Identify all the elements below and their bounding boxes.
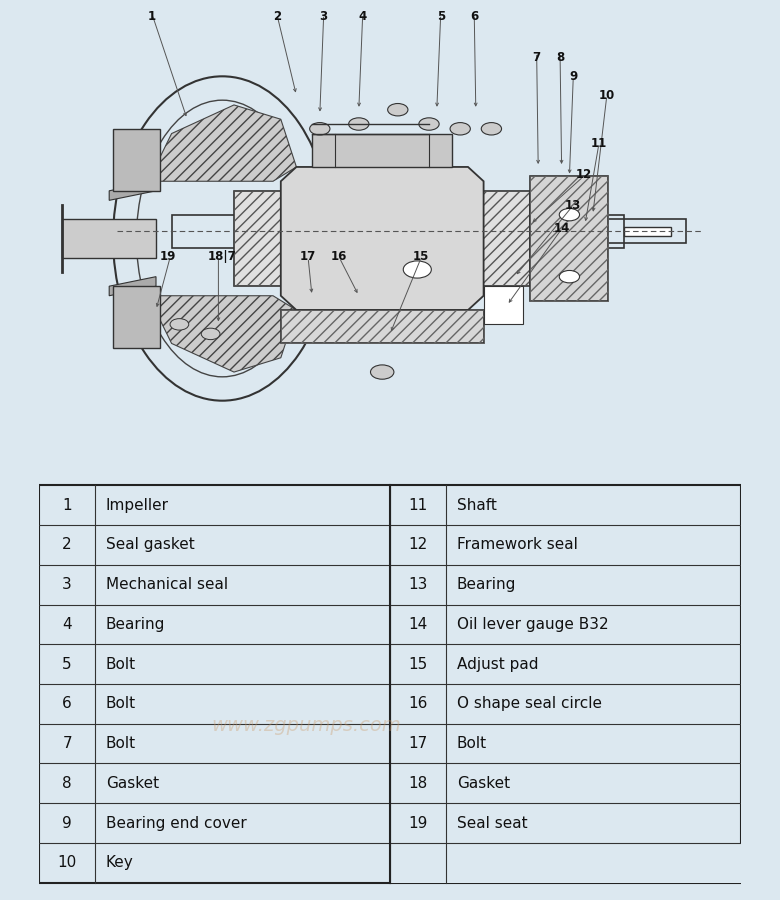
Bar [234,191,328,286]
Text: 14: 14 [409,616,427,632]
Circle shape [559,271,580,283]
Text: 15: 15 [413,250,429,263]
Text: 9: 9 [62,815,72,831]
Text: www.zgpumps.com: www.zgpumps.com [211,716,401,735]
Text: 13: 13 [566,199,581,212]
Bar [234,191,328,286]
Polygon shape [624,227,671,236]
Text: 10: 10 [599,89,615,102]
Text: Bolt: Bolt [106,697,136,711]
Polygon shape [148,296,296,372]
Polygon shape [530,176,608,301]
Text: 7: 7 [62,736,72,752]
Text: 14: 14 [554,222,569,236]
Text: Impeller: Impeller [106,498,168,513]
Text: Framework seal: Framework seal [457,537,577,553]
Bar [437,191,530,286]
Circle shape [403,261,431,278]
Text: 5: 5 [62,657,72,671]
Text: Bearing: Bearing [106,616,165,632]
Text: 17: 17 [409,736,427,752]
Text: 18: 18 [409,776,427,791]
Text: Shaft: Shaft [457,498,497,513]
Text: Seal seat: Seal seat [457,815,527,831]
Text: Key: Key [106,855,133,870]
Circle shape [419,118,439,130]
Bar [437,191,530,286]
Text: 12: 12 [409,537,427,553]
Text: 1: 1 [148,10,156,23]
Text: Bearing: Bearing [457,577,516,592]
Text: 9: 9 [569,70,577,83]
Polygon shape [109,181,156,201]
Text: Mechanical seal: Mechanical seal [106,577,228,592]
Polygon shape [281,167,484,310]
Text: 11: 11 [591,137,607,149]
Text: 16: 16 [409,697,427,711]
Circle shape [388,104,408,116]
Bar [113,129,160,191]
Circle shape [370,364,394,379]
Circle shape [201,328,220,339]
Text: Adjust pad: Adjust pad [457,657,538,671]
Text: 8: 8 [556,50,564,64]
Circle shape [170,319,189,330]
Text: Oil lever gauge B32: Oil lever gauge B32 [457,616,608,632]
Text: Bolt: Bolt [106,657,136,671]
Text: 1: 1 [62,498,72,513]
Text: 3: 3 [320,10,328,23]
Polygon shape [62,220,156,257]
Circle shape [349,118,369,130]
Text: 16: 16 [332,250,347,263]
Text: 4: 4 [359,10,367,23]
Text: O shape seal circle: O shape seal circle [457,697,601,711]
Text: 10: 10 [58,855,76,870]
Polygon shape [281,310,484,344]
Bar [484,286,523,324]
Text: 13: 13 [409,577,427,592]
Text: 18|7: 18|7 [208,250,236,263]
Circle shape [450,122,470,135]
Text: 2: 2 [62,537,72,553]
Text: 19: 19 [409,815,427,831]
Text: 7: 7 [533,50,541,64]
Text: Bearing end cover: Bearing end cover [106,815,246,831]
Text: Seal gasket: Seal gasket [106,537,194,553]
Text: 2: 2 [273,10,281,23]
Bar [390,843,741,883]
Polygon shape [312,133,452,167]
Text: Gasket: Gasket [457,776,510,791]
Text: Bolt: Bolt [106,736,136,752]
Polygon shape [109,276,156,296]
Text: 6: 6 [470,10,478,23]
Text: 8: 8 [62,776,72,791]
Polygon shape [148,105,296,181]
Bar [113,286,160,348]
Text: Gasket: Gasket [106,776,159,791]
Circle shape [559,209,580,220]
Text: 3: 3 [62,577,72,592]
Text: 17: 17 [300,250,316,263]
Circle shape [310,122,330,135]
Text: 19: 19 [160,250,176,263]
Circle shape [481,122,502,135]
Text: Bolt: Bolt [457,736,487,752]
Text: 4: 4 [62,616,72,632]
Text: 5: 5 [437,10,445,23]
Text: 12: 12 [576,167,591,181]
Text: 15: 15 [409,657,427,671]
Text: 6: 6 [62,697,72,711]
Text: 11: 11 [409,498,427,513]
